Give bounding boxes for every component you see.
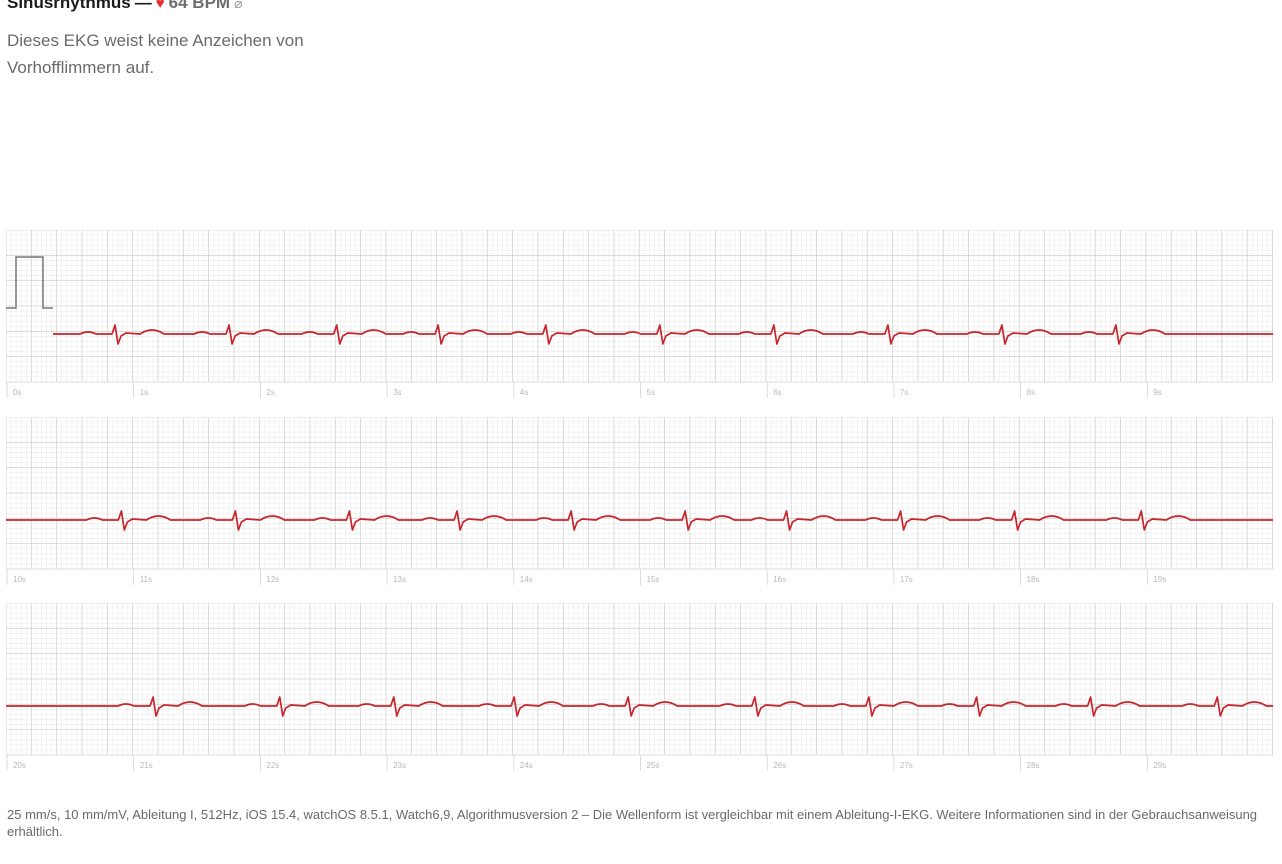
- calibration-pulse: [6, 256, 53, 309]
- time-label: 11s: [140, 575, 152, 584]
- time-label: 0s: [13, 388, 21, 397]
- ecg-strip-3: 20s 21s 22s 23s 24s 25s 26s 27s 28s 29s: [6, 603, 1273, 773]
- time-label: 3s: [393, 388, 401, 397]
- ecg-summary: Dieses EKG weist keine Anzeichen von Vor…: [7, 31, 304, 77]
- ecg-grid: 20s 21s 22s 23s 24s 25s 26s 27s 28s 29s: [6, 603, 1273, 771]
- time-label: 9s: [1153, 388, 1161, 397]
- ecg-header: Sinusrhythmus — ♥ 64 BPM ⌀: [7, 0, 243, 14]
- rhythm-classification: Sinusrhythmus: [7, 0, 131, 12]
- time-label: 20s: [13, 761, 26, 770]
- time-label: 10s: [13, 575, 26, 584]
- average-heart-rate: 64 BPM: [168, 0, 231, 12]
- ecg-strip-2: 10s 11s 12s 13s 14s 15s 16s 17s 18s 19s: [6, 417, 1273, 587]
- time-label: 8s: [1027, 388, 1035, 397]
- recording-details-footnote: 25 mm/s, 10 mm/mV, Ableitung I, 512Hz, i…: [7, 807, 1258, 839]
- time-label: 14s: [520, 575, 533, 584]
- time-label: 21s: [140, 761, 153, 770]
- ecg-grid: 10s 11s 12s 13s 14s 15s 16s 17s 18s 19s: [6, 417, 1273, 585]
- time-label: 28s: [1027, 761, 1040, 770]
- heart-icon: ♥: [155, 0, 165, 12]
- time-label: 6s: [773, 388, 781, 397]
- title-line: Sinusrhythmus — ♥ 64 BPM ⌀: [7, 0, 243, 14]
- ecg-trace: [6, 696, 1273, 717]
- time-label: 7s: [900, 388, 908, 397]
- time-label: 22s: [266, 761, 279, 770]
- time-label: 24s: [520, 761, 533, 770]
- time-label: 26s: [773, 761, 786, 770]
- time-label: 25s: [647, 761, 660, 770]
- time-label: 23s: [393, 761, 406, 770]
- time-label: 5s: [647, 388, 655, 397]
- ecg-strip-1: 0s 1s 2s 3s 4s 5s 6s 7s 8s 9s: [6, 230, 1273, 400]
- ecg-grid: 0s 1s 2s 3s 4s 5s 6s 7s 8s 9s: [6, 230, 1273, 398]
- ecg-trace: [6, 510, 1273, 531]
- time-label: 4s: [520, 388, 528, 397]
- time-label: 29s: [1153, 761, 1166, 770]
- time-label: 1s: [140, 388, 148, 397]
- ecg-trace: [53, 324, 1273, 345]
- time-label: 19s: [1153, 575, 1166, 584]
- time-label: 18s: [1027, 575, 1040, 584]
- time-label: 12s: [266, 575, 279, 584]
- title-separator: —: [134, 0, 152, 12]
- time-label: 13s: [393, 575, 406, 584]
- time-label: 2s: [266, 388, 274, 397]
- time-label: 17s: [900, 575, 913, 584]
- time-label: 16s: [773, 575, 786, 584]
- time-label: 15s: [647, 575, 660, 584]
- time-label: 27s: [900, 761, 913, 770]
- average-icon: ⌀: [234, 0, 243, 11]
